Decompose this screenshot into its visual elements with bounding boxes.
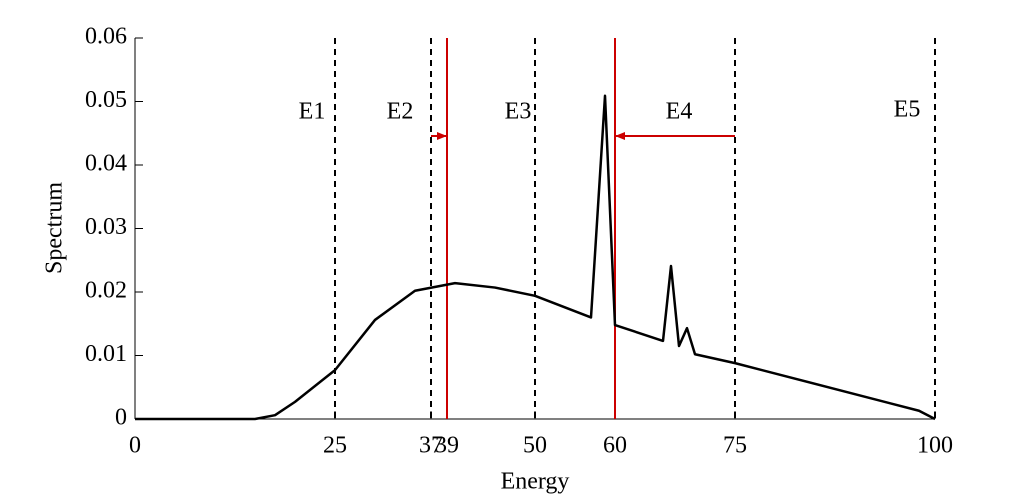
y-tick-label: 0.02 <box>85 278 127 304</box>
region-label: E4 <box>666 99 693 125</box>
x-tick-label: 50 <box>523 433 547 459</box>
y-tick-label: 0.05 <box>85 87 127 113</box>
x-tick-label: 39 <box>435 433 459 459</box>
x-axis-label: Energy <box>501 469 570 495</box>
y-tick-label: 0.03 <box>85 214 127 240</box>
x-tick-label: 100 <box>917 433 953 459</box>
x-tick-label: 60 <box>603 433 627 459</box>
region-label: E3 <box>505 99 532 125</box>
spectrum-line <box>135 94 936 421</box>
y-tick-label: 0.01 <box>85 341 127 367</box>
y-axis-label: Spectrum <box>42 182 68 274</box>
x-tick-label: 75 <box>723 433 747 459</box>
x-tick-label: 0 <box>129 433 141 459</box>
x-tick-label: 37 <box>419 433 443 459</box>
region-label: E1 <box>299 99 326 125</box>
region-label: E5 <box>894 97 921 123</box>
x-tick-label: 25 <box>323 433 347 459</box>
y-tick-label: 0.06 <box>85 24 127 50</box>
y-tick-label: 0.04 <box>85 151 127 177</box>
y-tick-label: 0 <box>115 405 127 431</box>
region-label: E2 <box>387 99 414 125</box>
